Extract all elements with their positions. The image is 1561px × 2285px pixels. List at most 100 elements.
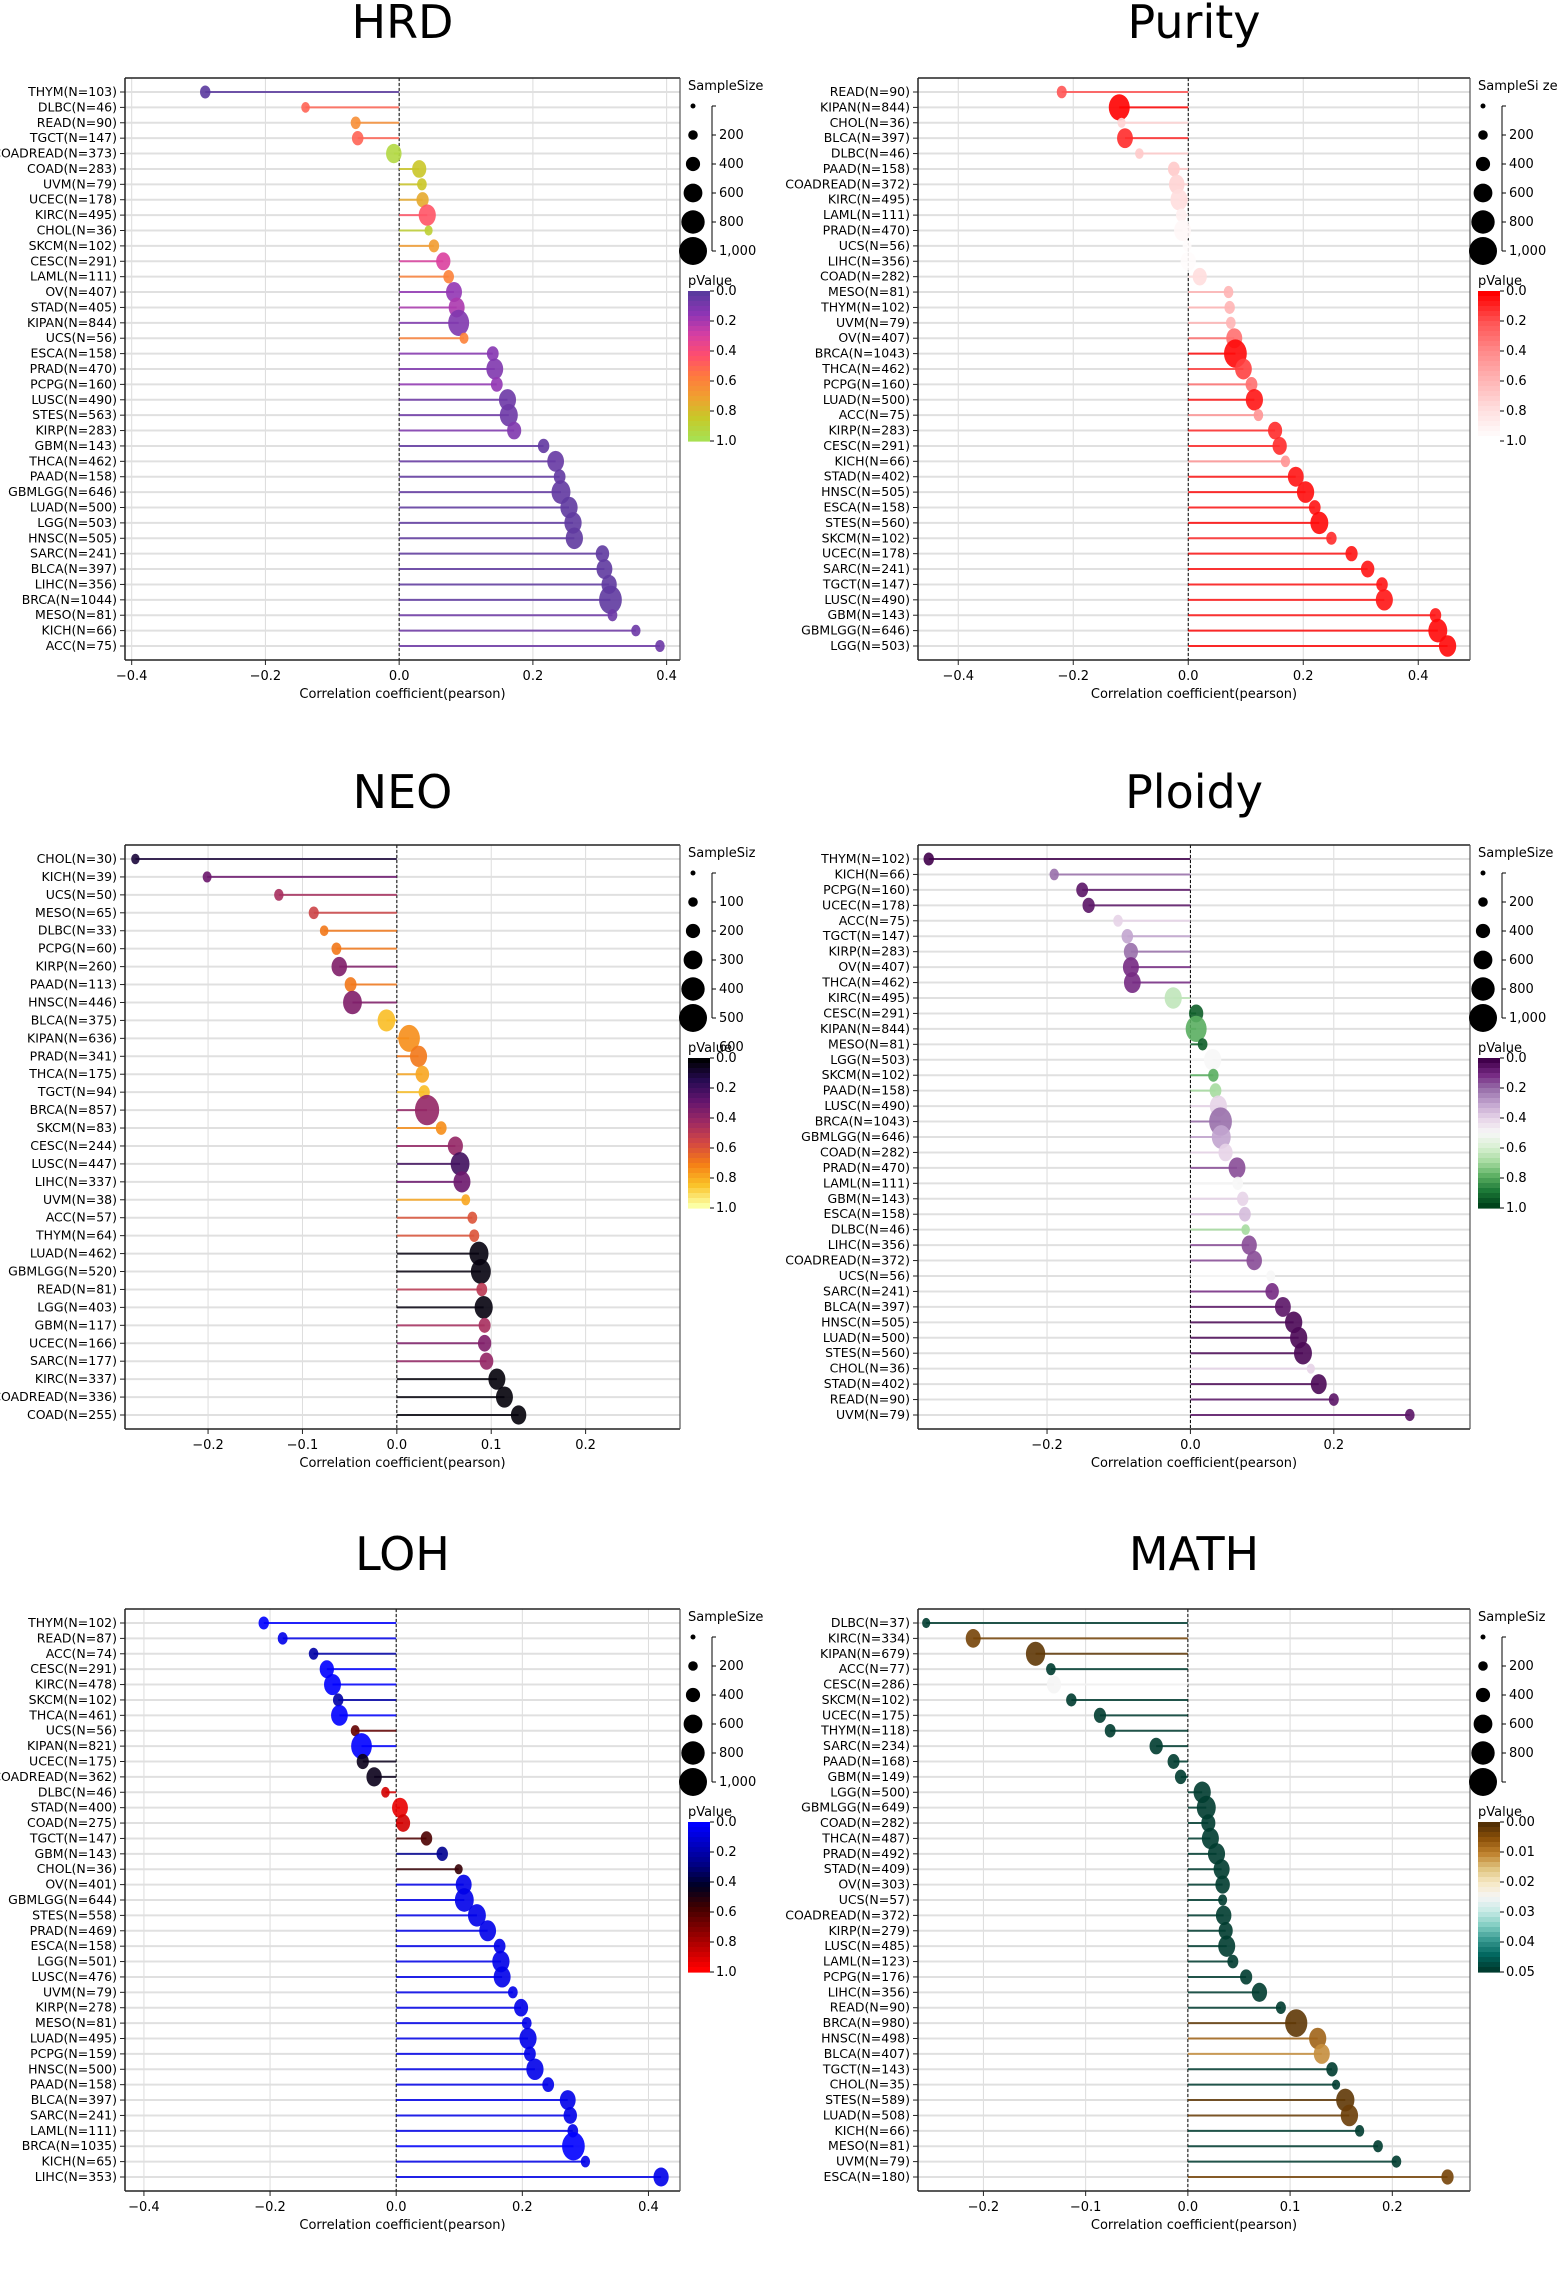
colorbar-segment — [1478, 1862, 1500, 1868]
size-legend-dot — [688, 130, 698, 140]
colorbar-segment — [1478, 1932, 1500, 1938]
colorbar-segment — [688, 1153, 710, 1159]
y-tick-label: PAAD(N=168) — [823, 1754, 910, 1769]
lollipop-point — [1149, 1737, 1163, 1755]
y-tick-label: CESC(N=291) — [30, 1661, 117, 1676]
y-tick-label: COADREAD(N=372) — [785, 1907, 910, 1922]
colorbar-segment — [688, 1942, 710, 1948]
x-axis-label: Correlation coefficient(pearson) — [299, 687, 505, 702]
lollipop-point — [1046, 1675, 1062, 1694]
lollipop-point — [435, 1121, 447, 1135]
x-tick-label: −0.4 — [128, 2200, 160, 2215]
lollipop-point — [202, 871, 212, 883]
lollipop-point — [1310, 1374, 1327, 1395]
y-tick-label: KIRP(N=283) — [828, 944, 910, 959]
y-tick-label: THYM(N=102) — [27, 1615, 117, 1630]
lollipop-point — [1332, 2079, 1341, 2090]
lollipop-point — [1113, 914, 1123, 927]
lollipop-point — [507, 421, 522, 440]
y-tick-label: ACC(N=74) — [46, 1646, 117, 1661]
lollipop-point — [922, 1617, 931, 1629]
colorbar-label: 0.8 — [716, 1935, 737, 1950]
lollipop-point — [493, 1966, 511, 1988]
colorbar-segment — [688, 351, 710, 357]
colorbar-segment — [1478, 431, 1500, 437]
lollipop-point — [366, 1767, 382, 1787]
size-legend-dot — [1473, 950, 1493, 970]
colorbar-segment — [688, 1832, 710, 1838]
y-tick-label: PRAD(N=469) — [30, 1923, 117, 1938]
lollipop-point — [469, 1229, 480, 1242]
y-tick-label: READ(N=90) — [37, 115, 117, 130]
y-tick-label: MESO(N=65) — [35, 905, 117, 920]
colorbar-segment — [1478, 1892, 1500, 1898]
colorbar-segment — [1478, 361, 1500, 367]
y-tick-label: SKCM(N=102) — [822, 1067, 910, 1082]
colorbar-segment — [1478, 1952, 1500, 1958]
lollipop-point — [1208, 1068, 1219, 1082]
colorbar-segment — [1478, 316, 1500, 322]
lollipop-point — [1046, 1663, 1056, 1676]
lollipop-point — [277, 1632, 288, 1645]
lollipop-point — [1201, 1814, 1216, 1832]
y-tick-label: PAAD(N=158) — [823, 161, 910, 176]
y-tick-label: GBMLGG(N=520) — [8, 1264, 117, 1279]
y-tick-label: STES(N=589) — [825, 2092, 910, 2107]
size-legend-label: 800 — [1509, 215, 1534, 230]
pvalue-legend-title: pValue — [1478, 274, 1522, 289]
y-tick-label: GBMLGG(N=646) — [801, 1129, 910, 1144]
colorbar-segment — [688, 396, 710, 402]
y-tick-label: KIPAN(N=844) — [820, 99, 910, 114]
lollipop-point — [436, 252, 451, 271]
colorbar-segment — [688, 1922, 710, 1928]
lollipop-point — [1404, 1408, 1415, 1422]
chart-title: HRD — [352, 0, 454, 49]
colorbar-label: 0.4 — [1506, 1111, 1527, 1126]
lollipop-point — [470, 1259, 491, 1284]
lollipop-point — [479, 1352, 494, 1370]
lollipop-point — [418, 204, 436, 226]
colorbar-label: 0.0 — [1506, 1051, 1527, 1066]
y-tick-label: KIRC(N=495) — [828, 192, 910, 207]
y-tick-label: UCS(N=56) — [46, 1723, 117, 1738]
colorbar-label: 0.2 — [1506, 1081, 1527, 1096]
y-tick-label: UCEC(N=175) — [822, 1707, 910, 1722]
colorbar-segment — [688, 1937, 710, 1943]
x-tick-label: −0.2 — [192, 1438, 224, 1453]
y-tick-label: PRAD(N=492) — [823, 1846, 910, 1861]
y-tick-label: COAD(N=282) — [820, 1144, 910, 1159]
y-tick-label: READ(N=81) — [37, 1281, 117, 1296]
y-tick-label: THCA(N=462) — [821, 975, 910, 990]
y-tick-label: BLCA(N=397) — [824, 1299, 910, 1314]
colorbar-label: 1.0 — [1506, 1201, 1527, 1216]
lollipop-point — [562, 2132, 585, 2161]
colorbar-segment — [688, 1093, 710, 1099]
size-legend-label: 600 — [719, 1717, 744, 1732]
chart-panel-hrd: HRD −0.4 −0.2 0.0 0.2 0.4 Correlation coeffici… — [0, 0, 780, 760]
colorbar-segment — [688, 346, 710, 352]
lollipop-point — [653, 2167, 669, 2187]
size-legend-dot — [681, 1741, 705, 1765]
colorbar-segment — [1478, 381, 1500, 387]
size-legend-dot — [1475, 1687, 1491, 1703]
y-tick-label: COAD(N=282) — [820, 269, 910, 284]
lollipop-point — [1215, 1905, 1232, 1926]
lollipop-point — [410, 1045, 428, 1067]
colorbar-label: 0.0 — [716, 1815, 737, 1830]
colorbar-label: 1.0 — [716, 1965, 737, 1980]
colorbar-segment — [688, 1143, 710, 1149]
lollipop-point — [493, 1938, 506, 1954]
lollipop-point — [1207, 1843, 1226, 1865]
colorbar-segment — [688, 1957, 710, 1963]
x-tick-label: −0.1 — [1070, 2200, 1102, 2215]
lollipop-point — [398, 1024, 420, 1052]
y-tick-label: OV(N=303) — [838, 1877, 910, 1892]
y-tick-label: COAD(N=282) — [820, 1815, 910, 1830]
colorbar-segment — [688, 321, 710, 327]
lollipop-point — [1280, 455, 1291, 468]
x-tick-label: 0.4 — [656, 669, 677, 684]
y-tick-label: SKCM(N=102) — [29, 238, 117, 253]
size-legend-label: 400 — [719, 1688, 744, 1703]
size-legend-dot — [679, 1004, 707, 1032]
lollipop-point — [424, 225, 433, 236]
